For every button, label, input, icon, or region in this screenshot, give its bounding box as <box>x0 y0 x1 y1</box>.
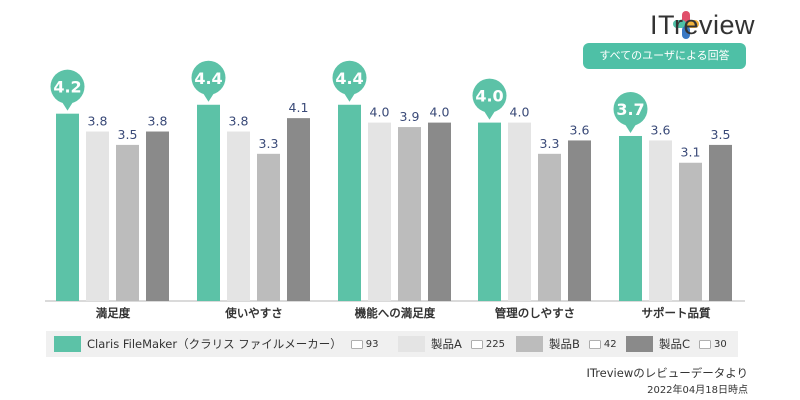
bar-c <box>709 144 732 301</box>
review-count-value: 42 <box>603 338 617 350</box>
bar-a <box>368 122 391 301</box>
bar-product <box>56 113 79 302</box>
data-label-product: 4.0 <box>475 87 503 106</box>
bar-b <box>257 153 280 301</box>
data-label: 3.3 <box>259 136 279 151</box>
review-count: 30 <box>699 339 727 350</box>
score-bubble-pointer <box>623 121 638 133</box>
legend-swatch <box>54 336 81 352</box>
score-bubble-pointer <box>482 108 497 120</box>
bar-b <box>116 144 139 301</box>
data-label: 4.0 <box>510 105 530 120</box>
comment-icon <box>588 339 601 349</box>
legend-label: 製品C <box>659 337 691 351</box>
category-label: 使いやすさ <box>224 306 283 320</box>
review-count: 93 <box>350 338 379 350</box>
itreview-logo-icon <box>673 11 699 39</box>
score-highlight-bubble <box>472 78 507 113</box>
score-bubble-pointer <box>201 90 216 102</box>
legend-item-a: 製品A 225 <box>398 331 505 357</box>
bar-a <box>86 131 109 301</box>
legend-label: 製品A <box>431 337 462 351</box>
legend-item-c: 製品C 30 <box>626 331 727 357</box>
bar-b <box>398 127 421 301</box>
respondent-scope-badge: すべてのユーザによる回答 <box>583 43 746 69</box>
bar-product <box>338 104 361 301</box>
bar-b <box>679 162 702 301</box>
brand-name: ITreview <box>650 10 756 40</box>
data-label-product: 4.4 <box>194 69 222 88</box>
data-label: 3.6 <box>570 122 590 137</box>
bar-product <box>478 122 501 301</box>
data-label: 3.3 <box>540 136 560 151</box>
bar-product <box>197 104 220 301</box>
comment-icon <box>699 339 711 349</box>
score-bubble-pointer <box>342 90 357 102</box>
data-label: 3.8 <box>148 114 168 129</box>
data-label: 4.1 <box>289 100 309 115</box>
legend-swatch <box>398 336 425 352</box>
legend-label: 製品B <box>549 337 580 351</box>
data-label: 3.8 <box>229 114 249 129</box>
score-highlight-bubble <box>613 91 648 126</box>
review-count-value: 30 <box>714 338 727 350</box>
chart-legend: Claris FileMaker（クラリス ファイルメーカー） 93 製品A 2… <box>46 331 738 357</box>
comparison-bar-chart: 4.2 3.8 3.5 3.8 満足度 4.4 3.8 3.3 4.1 使いやすさ 4.4 4.0 3.… <box>45 60 745 320</box>
review-count-value: 93 <box>365 338 379 350</box>
score-bubble-pointer <box>60 99 75 111</box>
comment-icon <box>470 339 483 349</box>
bar-product <box>619 135 642 301</box>
bar-c <box>428 122 451 301</box>
review-count-value: 225 <box>485 338 505 350</box>
review-count: 225 <box>470 338 505 350</box>
legend-item-b: 製品B 42 <box>516 331 617 357</box>
category-label: 満足度 <box>96 306 131 320</box>
data-label-product: 4.4 <box>335 69 363 88</box>
data-label: 3.6 <box>651 122 671 137</box>
bar-c <box>146 131 169 301</box>
score-highlight-bubble <box>332 60 367 95</box>
bar-b <box>538 153 561 301</box>
data-label: 3.9 <box>400 109 420 124</box>
data-label-product: 3.7 <box>616 100 644 119</box>
data-date-note: 2022年04月18日時点 <box>647 385 748 396</box>
data-label-product: 4.2 <box>53 78 81 97</box>
legend-swatch <box>626 336 653 352</box>
score-highlight-bubble <box>191 60 226 95</box>
data-label: 3.5 <box>118 127 138 142</box>
category-label: 機能への満足度 <box>355 306 436 320</box>
comment-icon <box>350 339 363 349</box>
bar-a <box>508 122 531 301</box>
score-highlight-bubble <box>50 69 85 104</box>
data-label: 4.0 <box>430 105 450 120</box>
bar-a <box>227 131 250 301</box>
legend-item-product: Claris FileMaker（クラリス ファイルメーカー） 93 <box>54 331 379 357</box>
category-label: サポート品質 <box>642 306 711 320</box>
legend-swatch <box>516 336 543 352</box>
category-label: 管理のしやすさ <box>495 306 575 320</box>
data-label: 3.5 <box>711 127 731 142</box>
review-count: 42 <box>588 338 617 350</box>
data-source-note: ITreviewのレビューデータより <box>586 366 748 380</box>
bar-a <box>649 140 672 301</box>
bar-c <box>287 118 310 301</box>
legend-label: Claris FileMaker（クラリス ファイルメーカー） <box>87 337 342 351</box>
data-label: 3.1 <box>681 145 701 160</box>
bar-c <box>568 140 591 301</box>
data-label: 4.0 <box>370 105 390 120</box>
data-label: 3.8 <box>88 114 108 129</box>
